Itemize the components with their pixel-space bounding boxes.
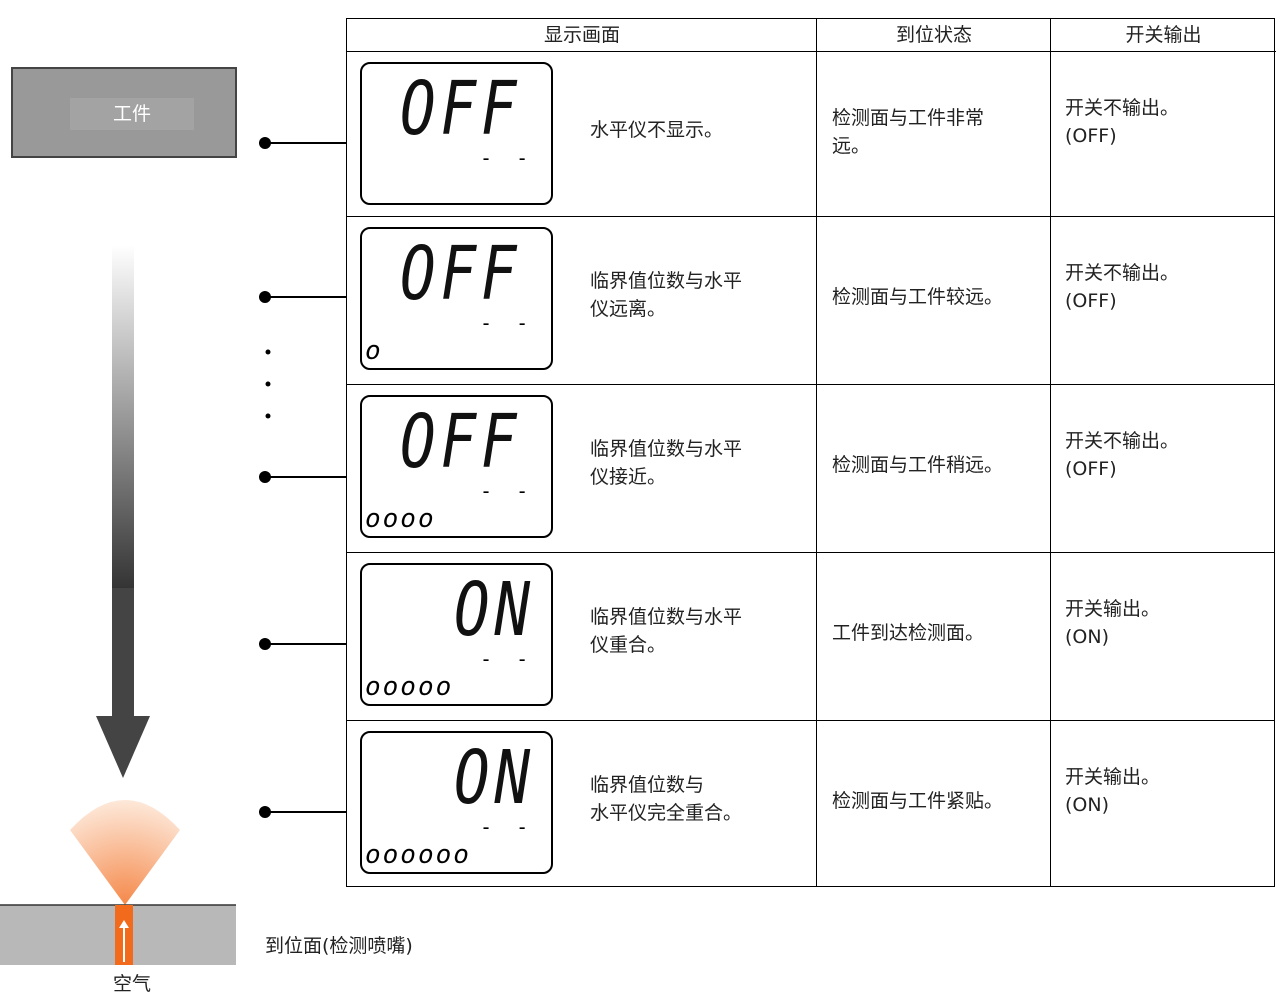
text-line: 临界值位数与水平 <box>590 605 743 628</box>
text-line: 工件到达检测面。 <box>832 621 985 644</box>
lcd-display: OFF - - <box>360 62 553 205</box>
cell-text: 开关输出。 (ON) <box>1065 763 1270 819</box>
cell-text: 开关输出。 (ON) <box>1065 595 1270 651</box>
text-line: 开关不输出。 <box>1065 429 1180 452</box>
lcd-dash: - - <box>480 647 535 671</box>
cell-text: 工件到达检测面。 <box>832 619 1047 647</box>
text-line: 远。 <box>832 134 871 157</box>
text-line: 临界值位数与水平 <box>590 437 743 460</box>
row-line <box>347 216 1274 217</box>
text-line: 开关不输出。 <box>1065 96 1180 119</box>
air-spray <box>70 800 180 905</box>
lcd-indicator: oooo <box>365 504 436 534</box>
cell-text: 开关不输出。 (OFF) <box>1065 94 1270 150</box>
text-line: 检测面与工件稍远。 <box>832 453 1004 476</box>
lcd-dash: - - <box>480 815 535 839</box>
header-cell: 显示画面 <box>347 19 817 52</box>
connector-line <box>265 811 346 813</box>
lcd-text: OFF <box>400 66 522 152</box>
text-line: 开关不输出。 <box>1065 261 1180 284</box>
table: 显示画面 到位状态 开关输出 OFF - - 水平仪不显示。 检测面与工件非常 远。 开关不输出… <box>346 18 1276 887</box>
work-label: 工件 <box>112 103 151 125</box>
lcd-display: ON - - oooooo <box>360 731 553 874</box>
cell-text: 检测面与工件稍远。 <box>832 451 1047 479</box>
connector-line <box>265 296 346 298</box>
cell-text: 临界值位数与水平 仪接近。 <box>590 435 810 491</box>
text-line: 临界值位数与水平 <box>590 269 743 292</box>
row-line <box>347 384 1274 385</box>
text-line: (ON) <box>1065 625 1109 648</box>
cell-text: 检测面与工件紧贴。 <box>832 787 1047 815</box>
lcd-dash: - - <box>480 311 535 335</box>
lcd-display: OFF - - o <box>360 227 553 370</box>
row-line <box>347 720 1274 721</box>
cell-text: 水平仪不显示。 <box>590 116 810 144</box>
cell-text: 临界值位数与水平 仪远离。 <box>590 267 810 323</box>
air-label: 空气 <box>112 973 151 994</box>
cell-text: 检测面与工件非常 远。 <box>832 104 1047 160</box>
cell-text: 临界值位数与水平仪完全重合。 <box>590 771 810 827</box>
dot <box>265 413 271 419</box>
lcd-text: OFF <box>400 399 522 485</box>
dot <box>265 381 271 387</box>
work-label-bg <box>70 98 194 130</box>
lcd-indicator: oooooo <box>365 840 471 870</box>
text-line: 水平仪不显示。 <box>590 118 724 141</box>
lcd-text: ON <box>454 735 535 821</box>
text-line: (ON) <box>1065 793 1109 816</box>
text-line: (OFF) <box>1065 457 1117 480</box>
cell-text: 检测面与工件较远。 <box>832 283 1047 311</box>
text-line: (OFF) <box>1065 124 1117 147</box>
lcd-indicator: o <box>365 336 383 366</box>
air-arrow-head <box>119 920 129 928</box>
text-line: 检测面与工件较远。 <box>832 285 1004 308</box>
arrow-shaft <box>112 588 134 718</box>
header-cell: 到位状态 <box>817 19 1051 52</box>
text-line: 开关输出。 <box>1065 597 1161 620</box>
column-line <box>1050 19 1051 886</box>
left-graphics <box>0 67 271 965</box>
lcd-display: OFF - - oooo <box>360 395 553 538</box>
text-line: 开关输出。 <box>1065 765 1161 788</box>
arrow-head <box>96 716 150 778</box>
text-line: 仪重合。 <box>590 633 667 656</box>
connector-line <box>265 643 346 645</box>
lcd-display: ON - - ooooo <box>360 563 553 706</box>
text-line: 检测面与工件非常 <box>832 106 985 129</box>
column-line <box>816 19 817 886</box>
header-cell: 开关输出 <box>1051 19 1276 52</box>
surface-label: 到位面(检测喷嘴) <box>265 935 413 957</box>
lcd-indicator: ooooo <box>365 672 454 702</box>
cell-text: 开关不输出。 (OFF) <box>1065 427 1270 483</box>
text-line: 水平仪完全重合。 <box>590 801 743 824</box>
cell-text: 开关不输出。 (OFF) <box>1065 259 1270 315</box>
text-line: 仪接近。 <box>590 465 667 488</box>
dot <box>265 349 271 355</box>
row-line <box>347 552 1274 553</box>
text-line: 临界值位数与 <box>590 773 705 796</box>
connector-line <box>265 476 346 478</box>
lcd-text: ON <box>454 567 535 653</box>
text-line: 仪远离。 <box>590 297 667 320</box>
lcd-dash: - - <box>480 146 535 170</box>
connector-line <box>265 142 346 144</box>
text-line: 检测面与工件紧贴。 <box>832 789 1004 812</box>
cell-text: 临界值位数与水平 仪重合。 <box>590 603 810 659</box>
lcd-text: OFF <box>400 231 522 317</box>
text-line: (OFF) <box>1065 289 1117 312</box>
arrow-shaft <box>112 245 134 590</box>
lcd-dash: - - <box>480 479 535 503</box>
